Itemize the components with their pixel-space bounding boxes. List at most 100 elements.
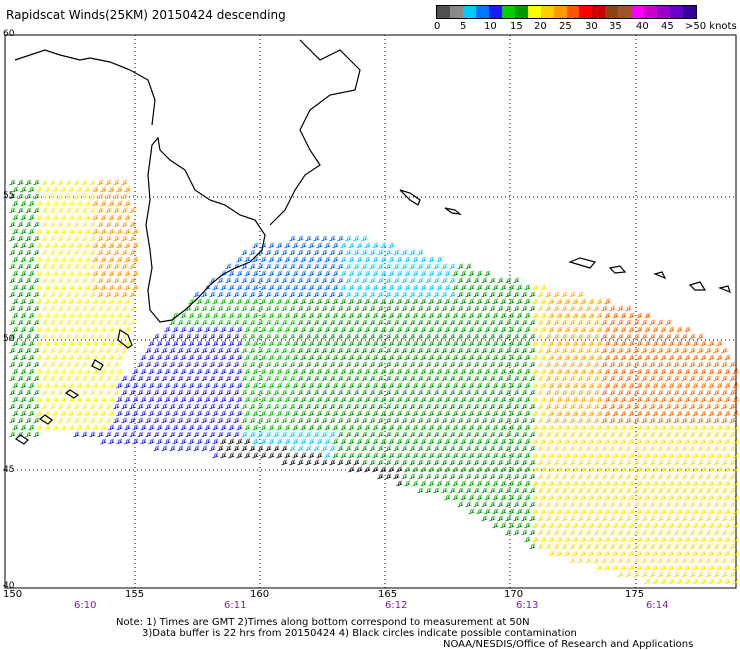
wind-barb — [513, 403, 520, 410]
wind-barb — [593, 417, 600, 424]
wind-barb — [289, 417, 296, 424]
wind-barb — [289, 347, 296, 354]
wind-barb — [228, 340, 235, 347]
wind-barb — [44, 242, 51, 249]
wind-barb — [49, 347, 56, 354]
wind-barb — [113, 179, 120, 186]
wind-barb — [281, 347, 288, 354]
wind-barb — [97, 347, 104, 354]
wind-barb — [420, 382, 427, 389]
wind-barb — [377, 389, 384, 396]
wind-barb — [121, 291, 128, 298]
wind-barb — [273, 333, 280, 340]
wind-barb — [513, 333, 520, 340]
wind-barb — [697, 403, 704, 410]
wind-barb — [348, 270, 355, 277]
wind-barb — [492, 298, 499, 305]
wind-barb — [65, 347, 72, 354]
wind-barb — [716, 354, 723, 361]
wind-barb — [436, 256, 443, 263]
wind-barb — [577, 361, 584, 368]
wind-barb — [564, 326, 571, 333]
wind-barb — [244, 298, 251, 305]
wind-barb — [201, 333, 208, 340]
colorbar-swatch — [514, 6, 528, 18]
wind-barb — [620, 382, 627, 389]
wind-barb — [396, 368, 403, 375]
wind-barb — [196, 326, 203, 333]
wind-barb — [548, 368, 555, 375]
wind-barb — [625, 333, 632, 340]
wind-barb — [473, 389, 480, 396]
wind-barb — [252, 340, 259, 347]
wind-barb — [468, 270, 475, 277]
wind-barb — [113, 319, 120, 326]
wind-barb — [532, 396, 539, 403]
wind-barb — [676, 354, 683, 361]
wind-barb — [81, 235, 88, 242]
wind-barb — [425, 263, 432, 270]
wind-barb — [713, 361, 720, 368]
wind-barb — [364, 312, 371, 319]
wind-barb — [305, 361, 312, 368]
wind-barb — [452, 396, 459, 403]
wind-barb — [324, 368, 331, 375]
wind-barb — [673, 375, 680, 382]
wind-barb — [385, 347, 392, 354]
wind-barb — [537, 305, 544, 312]
wind-barb — [545, 389, 552, 396]
wind-barb — [41, 375, 48, 382]
wind-barb — [401, 305, 408, 312]
wind-barb — [41, 361, 48, 368]
wind-barb — [716, 368, 723, 375]
wind-barb — [388, 340, 395, 347]
wind-barb — [452, 368, 459, 375]
wind-barb — [241, 291, 248, 298]
wind-barb — [468, 410, 475, 417]
wind-barb — [81, 221, 88, 228]
wind-barb — [249, 389, 256, 396]
wind-barb — [457, 361, 464, 368]
wind-barb — [657, 389, 664, 396]
wind-barb — [105, 389, 112, 396]
wind-barb — [364, 340, 371, 347]
wind-barb — [369, 333, 376, 340]
wind-barb — [276, 424, 283, 431]
wind-barb — [12, 424, 19, 431]
wind-barb — [361, 389, 368, 396]
wind-barb — [148, 368, 155, 375]
wind-barb — [484, 284, 491, 291]
wind-barb — [92, 312, 99, 319]
wind-barb — [481, 277, 488, 284]
wind-barb — [476, 326, 483, 333]
wind-barb — [436, 270, 443, 277]
wind-barb — [140, 354, 147, 361]
wind-barb — [548, 298, 555, 305]
wind-barb — [84, 242, 91, 249]
wind-barb — [660, 368, 667, 375]
wind-barb — [681, 375, 688, 382]
wind-barb — [633, 403, 640, 410]
wind-barb — [313, 277, 320, 284]
wind-barb — [68, 382, 75, 389]
wind-barb — [12, 186, 19, 193]
wind-barb — [124, 284, 131, 291]
wind-barb — [572, 410, 579, 417]
wind-barb — [465, 305, 472, 312]
wind-barb — [17, 417, 24, 424]
wind-barb — [228, 410, 235, 417]
wind-barb — [676, 410, 683, 417]
wind-barb — [508, 312, 515, 319]
wind-barb — [52, 382, 59, 389]
wind-barb — [636, 312, 643, 319]
wind-barb — [545, 403, 552, 410]
wind-barb — [540, 382, 547, 389]
wind-barb — [268, 326, 275, 333]
wind-barb — [225, 333, 232, 340]
wind-barb — [689, 417, 696, 424]
wind-barb — [612, 410, 619, 417]
wind-barb — [201, 291, 208, 298]
wind-barb — [180, 396, 187, 403]
wind-barb — [321, 417, 328, 424]
